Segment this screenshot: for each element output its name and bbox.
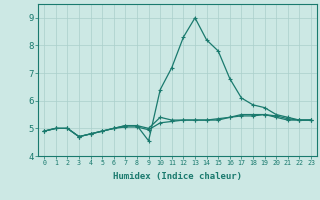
X-axis label: Humidex (Indice chaleur): Humidex (Indice chaleur) (113, 172, 242, 181)
